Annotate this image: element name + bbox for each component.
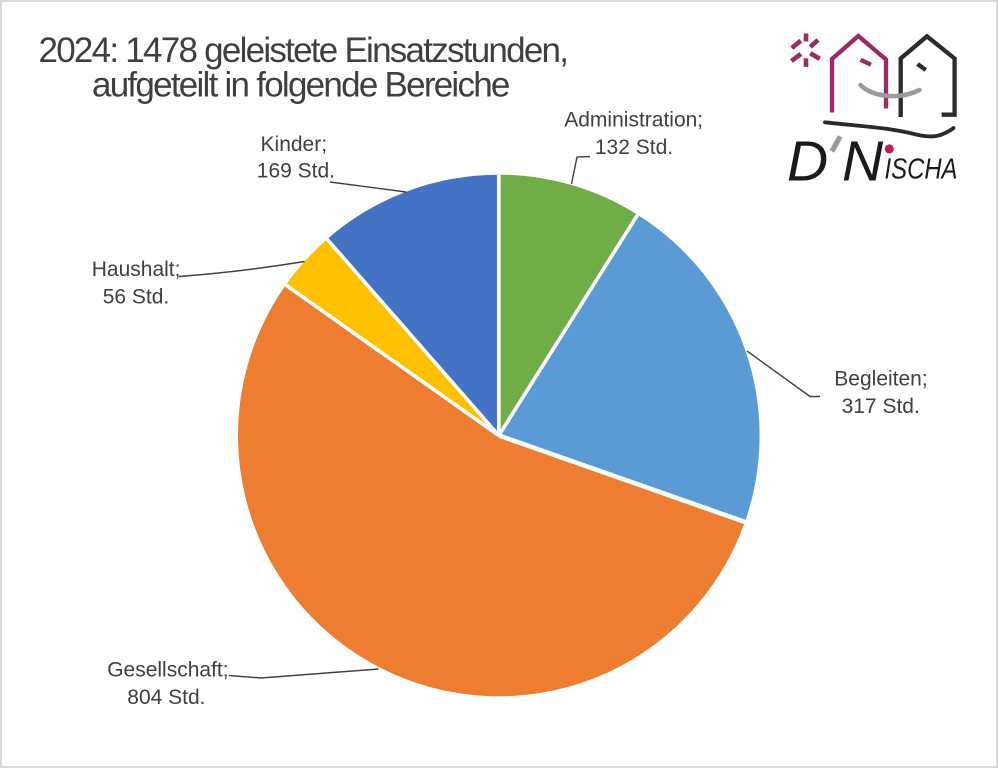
svg-text:Kinder;: Kinder; bbox=[261, 133, 328, 156]
svg-text:132 Std.: 132 Std. bbox=[595, 136, 673, 159]
svg-text:169 Std.: 169 Std. bbox=[257, 160, 335, 183]
svg-text:56 Std.: 56 Std. bbox=[103, 286, 170, 309]
svg-text:804 Std.: 804 Std. bbox=[127, 686, 205, 709]
svg-text:Haushalt;: Haushalt; bbox=[92, 258, 181, 281]
svg-text:N: N bbox=[842, 130, 884, 194]
svg-text:Administration;: Administration; bbox=[564, 109, 703, 132]
svg-text:Gesellschaft;: Gesellschaft; bbox=[107, 659, 228, 682]
svg-text:aufgeteilt in folgende Bereich: aufgeteilt in folgende Bereiche bbox=[92, 66, 509, 105]
svg-text:ISCHA: ISCHA bbox=[885, 154, 958, 186]
svg-text:2024: 1478 geleistete Einsatzs: 2024: 1478 geleistete Einsatzstunden, bbox=[39, 31, 568, 70]
svg-text:D: D bbox=[787, 130, 828, 194]
svg-text:Begleiten;: Begleiten; bbox=[834, 368, 927, 391]
svg-text:317 Std.: 317 Std. bbox=[842, 395, 920, 418]
